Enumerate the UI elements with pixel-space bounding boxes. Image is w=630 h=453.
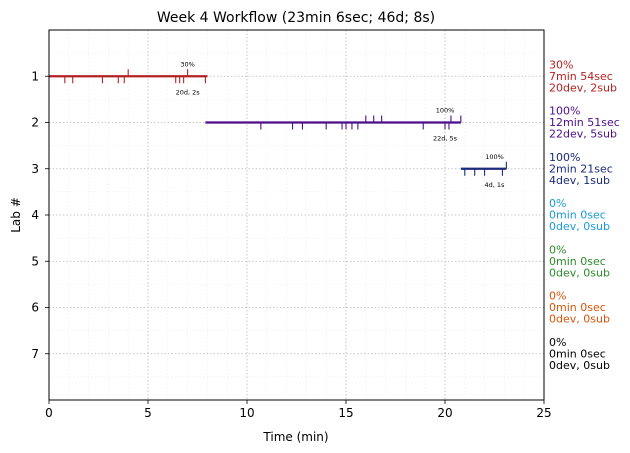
lab-6-summary-line: 0dev, 0sub bbox=[549, 313, 610, 326]
y-tick-label: 6 bbox=[31, 301, 39, 315]
lab-3-summary-line: 100% bbox=[549, 151, 580, 164]
y-tick-label: 7 bbox=[31, 347, 39, 361]
x-axis-label: Time (min) bbox=[262, 430, 328, 444]
lab-3-percent-label: 100% bbox=[485, 153, 504, 161]
chart-title: Week 4 Workflow (23min 6sec; 46d; 8s) bbox=[157, 10, 435, 26]
x-tick-label: 10 bbox=[239, 406, 254, 420]
lab-2-summary-line: 100% bbox=[549, 105, 580, 118]
lab-3-summary-line: 4dev, 1sub bbox=[549, 174, 610, 187]
x-tick-label: 25 bbox=[536, 406, 551, 420]
lab-6-summary-line: 0min 0sec bbox=[549, 301, 606, 314]
lab-7-summary-line: 0% bbox=[549, 336, 566, 349]
lab-1-count-label: 20d, 2s bbox=[176, 88, 201, 96]
lab-6-summary-line: 0% bbox=[549, 290, 566, 303]
marks-layer: 30% 20d, 2s 100% 22d, 5s 100% 4d, 1s bbox=[49, 60, 507, 189]
lab-1-percent-label: 30% bbox=[180, 60, 194, 68]
ticks-layer: 0 5 10 15 20 25 1 2 3 4 5 6 7 bbox=[31, 69, 551, 420]
y-tick-label: 4 bbox=[31, 208, 39, 222]
lab-1-summary-line: 30% bbox=[549, 58, 573, 71]
lab-2-summary-line: 22dev, 5sub bbox=[549, 128, 617, 141]
lab-2-percent-label: 100% bbox=[436, 107, 455, 115]
lab-2-count-label: 22d, 5s bbox=[433, 135, 458, 143]
lab-1-summary-line: 7min 54sec bbox=[549, 70, 613, 83]
lab-4-summary-line: 0% bbox=[549, 197, 566, 210]
y-tick-label: 2 bbox=[31, 116, 39, 130]
lab-5-summary-line: 0% bbox=[549, 243, 566, 256]
lab-1-summary-line: 20dev, 2sub bbox=[549, 81, 617, 94]
x-tick-label: 15 bbox=[338, 406, 353, 420]
y-tick-label: 1 bbox=[31, 69, 39, 83]
lab-2-summary-line: 12min 51sec bbox=[549, 116, 620, 129]
lab-7-summary-line: 0min 0sec bbox=[549, 347, 606, 360]
x-tick-label: 5 bbox=[144, 406, 152, 420]
lab-3-count-label: 4d, 1s bbox=[485, 181, 506, 189]
lab-5-summary-line: 0dev, 0sub bbox=[549, 266, 610, 279]
lab-5-summary-line: 0min 0sec bbox=[549, 255, 606, 268]
lab-4-summary-line: 0min 0sec bbox=[549, 209, 606, 222]
lab-3-summary-line: 2min 21sec bbox=[549, 162, 613, 175]
lab-7-summary-line: 0dev, 0sub bbox=[549, 359, 610, 372]
y-axis-label: Lab # bbox=[9, 197, 23, 233]
x-tick-label: 20 bbox=[437, 406, 452, 420]
grid-layer bbox=[48, 30, 545, 400]
y-tick-label: 5 bbox=[31, 254, 39, 268]
y-tick-label: 3 bbox=[31, 162, 39, 176]
x-tick-label: 0 bbox=[45, 406, 53, 420]
lab-4-summary-line: 0dev, 0sub bbox=[549, 220, 610, 233]
